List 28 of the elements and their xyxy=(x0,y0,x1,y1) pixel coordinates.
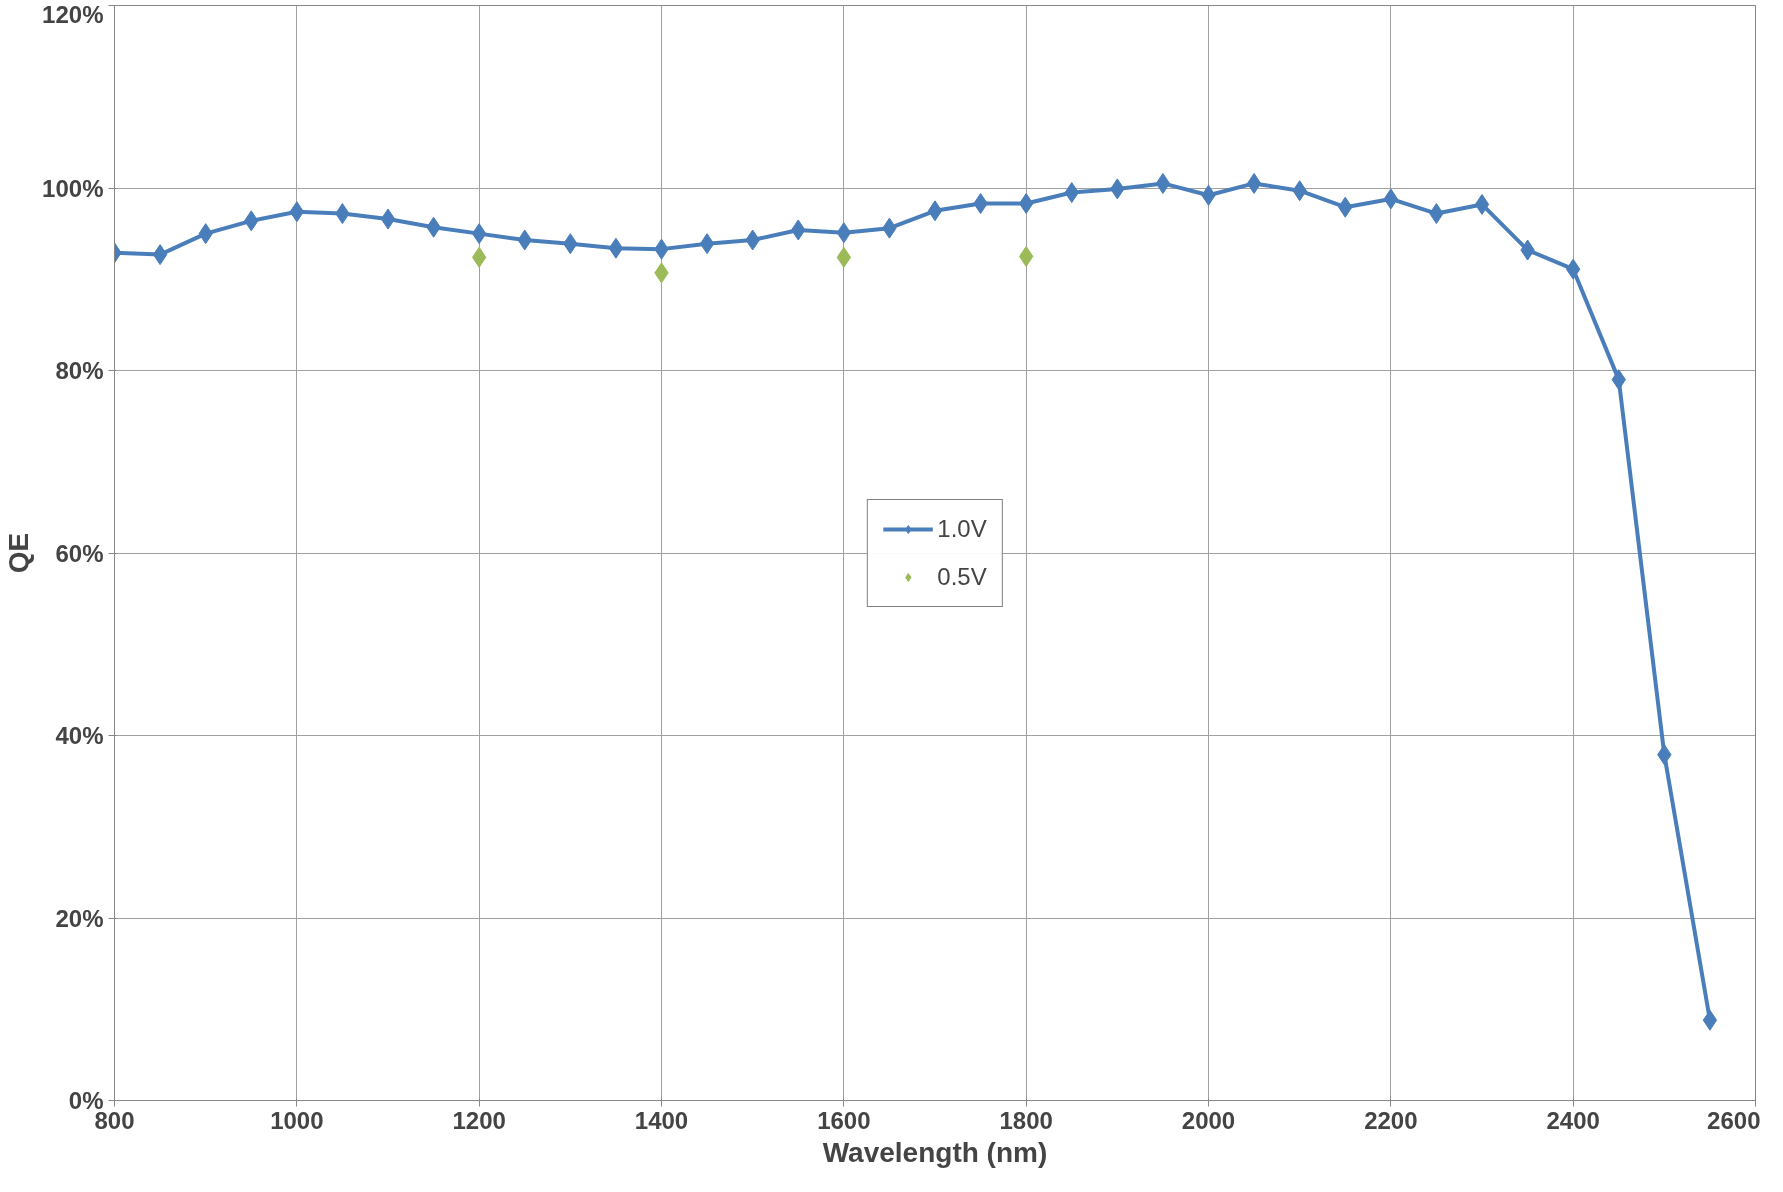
point xyxy=(1474,193,1490,215)
x-axis-title: Wavelength (nm) xyxy=(822,1136,1048,1168)
point xyxy=(1702,1009,1718,1031)
point xyxy=(927,200,943,222)
legend-label: 0.5V xyxy=(937,562,987,591)
y-tick-label: 120% xyxy=(42,0,104,28)
x-tick-label: 1800 xyxy=(999,1106,1053,1134)
x-tick-label: 2600 xyxy=(1707,1106,1761,1134)
y-tick-label: 80% xyxy=(55,357,104,384)
legend-label: 1.0V xyxy=(937,514,987,543)
point xyxy=(380,208,396,230)
x-tick-label: 1200 xyxy=(452,1106,506,1134)
x-tick-label: 2200 xyxy=(1364,1106,1418,1134)
point xyxy=(1155,172,1171,194)
y-tick-label: 20% xyxy=(55,904,104,932)
x-tick-label: 1600 xyxy=(817,1106,871,1134)
x-tick-label: 1400 xyxy=(634,1106,689,1134)
x-tick-label: 2000 xyxy=(1181,1106,1236,1134)
point xyxy=(608,237,624,259)
y-tick-label: 60% xyxy=(55,539,104,567)
point xyxy=(1246,172,1262,194)
y-tick-label: 100% xyxy=(42,174,104,202)
point xyxy=(152,244,168,266)
x-tick-label: 1000 xyxy=(270,1106,324,1134)
y-axis-title: QE xyxy=(3,532,35,574)
point xyxy=(699,233,715,255)
y-tick-label: 40% xyxy=(55,722,104,749)
x-tick-label: 2400 xyxy=(1546,1106,1600,1134)
